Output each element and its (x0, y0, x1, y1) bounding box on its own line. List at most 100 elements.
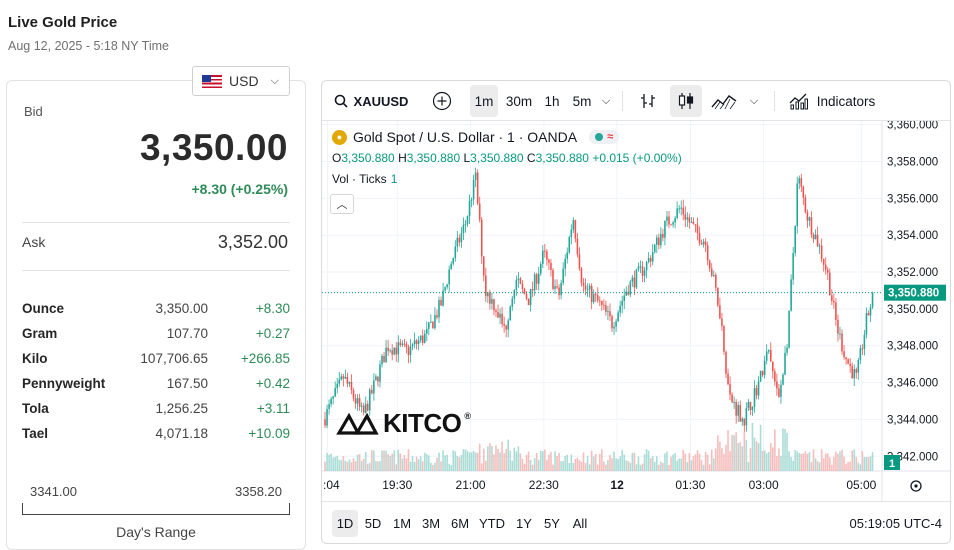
interval-30m-button[interactable]: 30m (505, 93, 533, 109)
area-chart-type-button[interactable] (708, 85, 740, 117)
candle-body (544, 250, 546, 252)
volume-bar (330, 453, 332, 471)
chart-toolbar: XAUUSD 1m 30m 1h 5m ⌵ (322, 81, 950, 121)
candle-body (425, 328, 428, 334)
volume-bar (517, 446, 520, 471)
volume-bar (861, 451, 864, 471)
candle-body (393, 347, 396, 355)
candle-body (826, 269, 829, 273)
range-5y-button[interactable]: 5Y (544, 516, 560, 531)
candle-body (735, 402, 737, 416)
volume-bar (521, 458, 524, 471)
candle-body (849, 363, 851, 366)
unit-name: Ounce (22, 301, 65, 316)
volume-bar (812, 449, 815, 471)
candle-body (818, 245, 821, 247)
candle-body (348, 381, 351, 384)
candle-body (670, 224, 672, 226)
chart-widget: XAUUSD 1m 30m 1h 5m ⌵ (321, 80, 951, 544)
candle-body (466, 216, 469, 224)
candle-body (853, 369, 856, 379)
candle-body (851, 365, 853, 379)
candle-body (338, 379, 341, 384)
compare-symbol-button[interactable] (426, 85, 458, 117)
range-1y-button[interactable]: 1Y (516, 516, 532, 531)
candle-body (383, 355, 385, 363)
day-range-low: 3341.00 (30, 484, 77, 499)
interval-1m-button[interactable]: 1m (470, 85, 498, 117)
candle-body (472, 179, 475, 200)
volume-bar (694, 454, 697, 471)
collapse-legend-button[interactable]: ︿ (330, 194, 354, 214)
volume-bar (802, 453, 805, 471)
volume-bar (833, 456, 835, 471)
bar-chart-type-button[interactable] (634, 85, 662, 117)
candle-body (521, 283, 524, 289)
candle-body (727, 373, 729, 385)
volume-bar (743, 431, 746, 471)
price-chart[interactable]: 3,360.000 3,358.000 3,356.000 3,354.000 3,35… (322, 121, 951, 501)
currency-select[interactable]: USD ⌵ (192, 66, 290, 96)
candle-body (629, 281, 632, 295)
candle-body (763, 360, 766, 376)
volume-bar (350, 462, 353, 471)
candle-body (487, 292, 489, 297)
indicators-button[interactable]: Indicators (784, 85, 880, 117)
divider (22, 270, 290, 271)
range-1d-button[interactable]: 1D (332, 510, 358, 537)
volume-bar (474, 452, 477, 471)
candle-body (678, 208, 680, 210)
range-1m-button[interactable]: 1M (392, 516, 412, 531)
volume-bar (519, 453, 522, 471)
candle-body (747, 401, 750, 408)
candle-body (505, 325, 507, 330)
volume-bar (395, 464, 398, 471)
candle-body (503, 324, 505, 326)
candle-body (621, 300, 623, 306)
range-all-button[interactable]: All (572, 516, 588, 531)
change-value: +0.015 (+0.00%) (592, 151, 682, 165)
candle-body (845, 357, 847, 360)
candles-chart-type-button[interactable] (670, 85, 702, 117)
volume-bar (867, 457, 870, 471)
candle-body (755, 388, 758, 396)
volume-bar (533, 458, 536, 471)
wave-icon: ≈ (607, 131, 614, 143)
candle-body (796, 183, 799, 227)
volume-bar (444, 455, 446, 471)
candle-body (352, 390, 355, 399)
low-label: L (463, 151, 471, 165)
volume-bar (615, 458, 617, 471)
candle-body (863, 334, 866, 349)
interval-5m-button[interactable]: 5m (572, 93, 592, 109)
volume-bar (843, 456, 845, 471)
candle-body (362, 405, 365, 413)
range-ytd-button[interactable]: YTD (479, 516, 505, 531)
range-3m-button[interactable]: 3M (421, 516, 441, 531)
interval-1h-button[interactable]: 1h (544, 93, 560, 109)
volume-bar (617, 459, 619, 471)
candle-body (513, 289, 516, 299)
volume-bar (419, 456, 422, 471)
candle-body (454, 246, 457, 259)
volume-bar (767, 451, 770, 471)
volume-bar (554, 451, 556, 471)
range-5d-button[interactable]: 5D (364, 516, 382, 531)
chevron-down-icon: ⌵ (749, 94, 759, 107)
symbol-search-button[interactable]: XAUUSD (330, 85, 412, 117)
time-axis-tick-label: 19:30 (382, 478, 412, 492)
candle-body (690, 222, 693, 224)
volume-bar (385, 450, 387, 471)
price-axis-tick-label: 3,360.000 (887, 121, 938, 132)
range-6m-button[interactable]: 6M (450, 516, 470, 531)
volume-bar (580, 461, 583, 471)
candle-body (525, 293, 528, 299)
volume-bar (727, 430, 729, 471)
candle-body (859, 348, 862, 361)
volume-bar (340, 460, 343, 471)
volume-bar (851, 450, 853, 471)
volume-bar (649, 458, 652, 471)
interval-dropdown-button[interactable]: ⌵ (598, 85, 614, 117)
candle-body (731, 394, 733, 403)
chart-type-dropdown-button[interactable]: ⌵ (746, 85, 762, 117)
